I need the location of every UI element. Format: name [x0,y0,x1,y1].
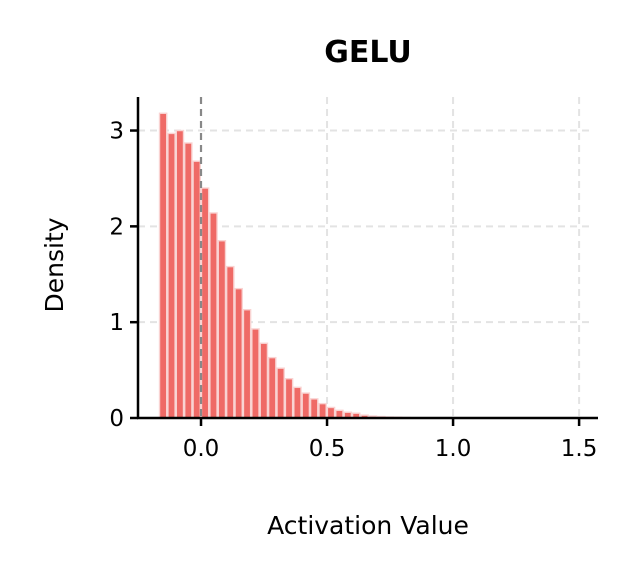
axes [130,97,598,426]
y-tick-label: 3 [109,119,124,145]
histogram-bar [158,112,168,419]
histogram-bar [175,129,185,419]
histogram-bar [276,367,285,419]
histogram-bar [293,386,302,419]
x-tick-label: 0.0 [183,436,220,462]
chart-title: GELU [324,35,412,70]
tick-labels: 0.0 0.5 1.0 1.5 0 1 2 3 [109,119,597,462]
x-tick-label: 1.0 [435,436,472,462]
x-axis-label: Activation Value [267,511,469,540]
y-tick-label: 2 [109,214,124,240]
x-tick-label: 0.5 [309,436,346,462]
x-tick-label: 1.5 [561,436,598,462]
histogram-bar [267,356,277,419]
histogram-bar [259,342,269,419]
histogram-bar [225,265,235,419]
histogram-bars [158,112,420,419]
histogram-bar [284,378,294,419]
histogram-bar [184,142,193,419]
histogram-bar [234,287,243,419]
histogram-bar [167,132,176,419]
histogram-bar [209,212,218,419]
histogram-bar [318,402,327,419]
histogram-bar [251,328,260,419]
histogram-bar [326,406,336,419]
y-tick-label: 1 [109,310,124,336]
histogram-bar [217,240,227,419]
y-tick-label: 0 [109,406,124,432]
y-axis-label: Density [40,217,69,312]
histogram-bar [200,187,210,419]
histogram-bar [242,309,252,419]
histogram-bar [309,398,319,419]
histogram-bar [192,160,201,419]
histogram-bar [301,392,311,419]
